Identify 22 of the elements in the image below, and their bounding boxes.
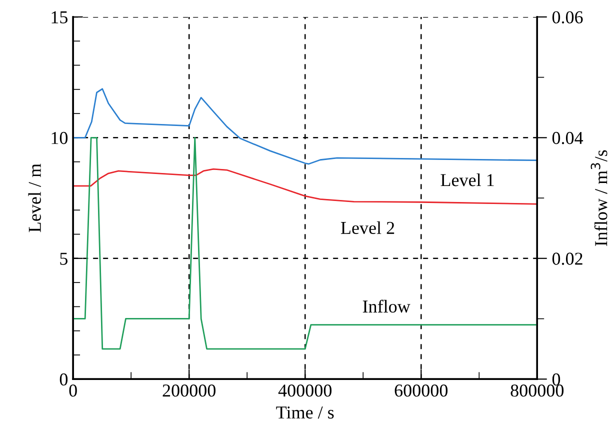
y-tick-label: 15 bbox=[52, 11, 68, 24]
line-series bbox=[73, 168, 538, 205]
y2-tick-label: 0.04 bbox=[552, 132, 584, 144]
y2-tick-label: 0 bbox=[552, 373, 560, 386]
y2-tick-label: 0.02 bbox=[552, 252, 582, 265]
y-tick-label: 5 bbox=[60, 252, 68, 265]
x-tick-label: 600000 bbox=[394, 384, 448, 397]
y-tick-label: 10 bbox=[52, 132, 68, 144]
x-tick-label: 800000 bbox=[510, 384, 564, 397]
y2-tick-label: 0.06 bbox=[552, 11, 583, 24]
series-label: Inflow bbox=[362, 300, 410, 313]
y2-axis-title: Inflow / m$^{3}$/s bbox=[590, 150, 608, 246]
series-label: Level 2 bbox=[340, 221, 394, 234]
series-label: Level 1 bbox=[440, 174, 494, 186]
y-axis-title: Level / m bbox=[28, 164, 41, 232]
x-tick-label: 0 bbox=[69, 384, 77, 397]
x-tick-label: 400000 bbox=[278, 384, 332, 397]
y-tick-label: 0 bbox=[60, 373, 68, 386]
line-series bbox=[73, 88, 538, 165]
line-series bbox=[73, 136, 538, 350]
x-axis-title: Time / s bbox=[276, 406, 334, 419]
x-tick-label: 200000 bbox=[162, 384, 216, 397]
